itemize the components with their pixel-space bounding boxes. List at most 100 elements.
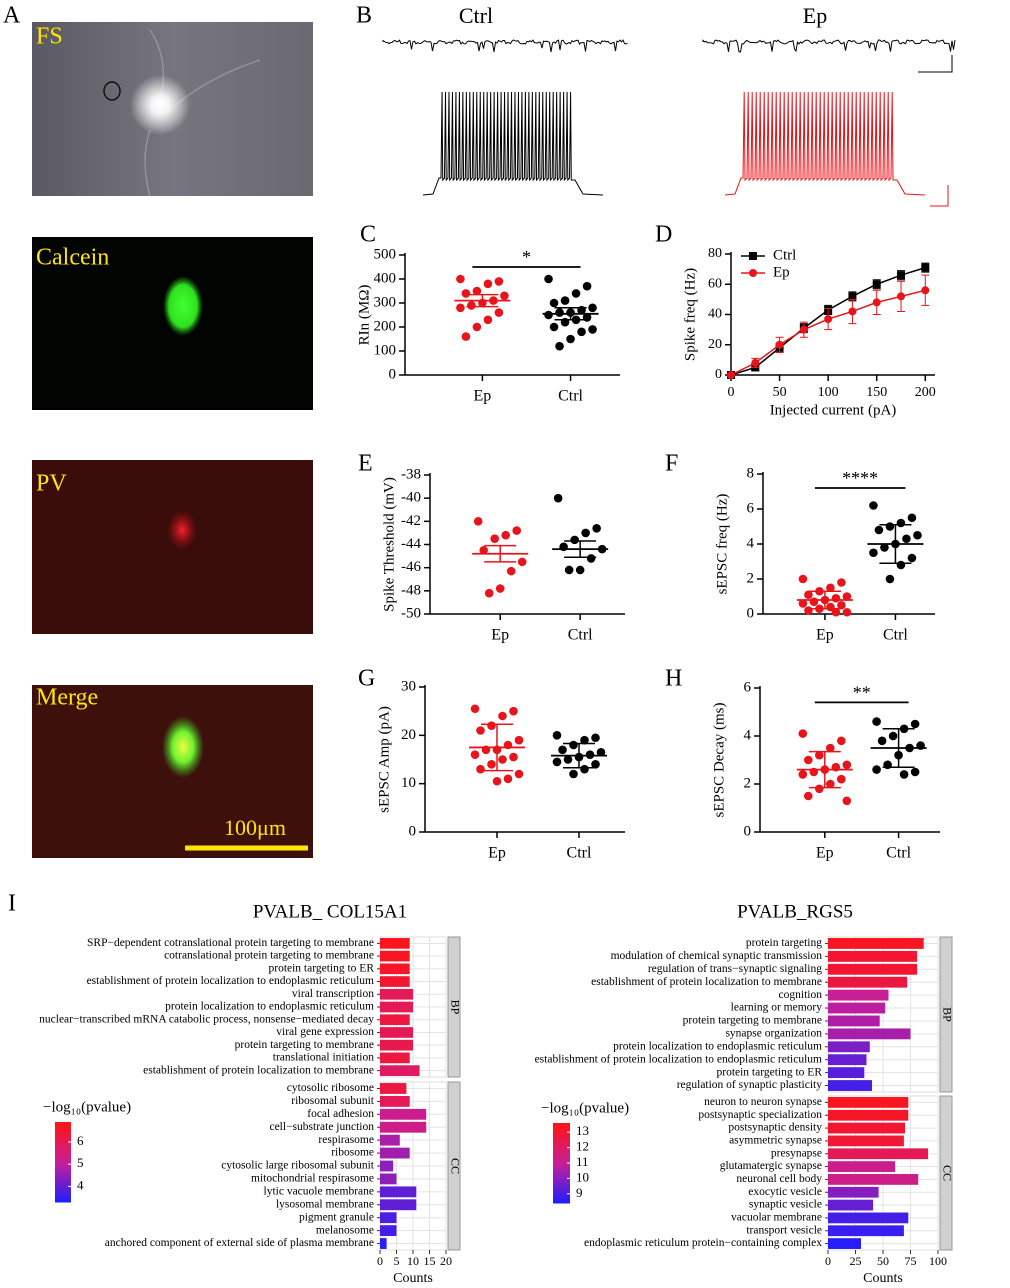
data-point <box>503 774 513 784</box>
x-tick-label: Ep <box>474 388 492 405</box>
data-point <box>492 776 502 786</box>
colorbar-cell <box>553 1153 570 1156</box>
data-point <box>842 796 852 806</box>
x-tick-label: 50 <box>773 385 787 400</box>
data-point <box>586 554 596 563</box>
bar <box>828 1148 929 1160</box>
x-tick-label: Ep <box>816 627 834 644</box>
bar <box>380 1052 410 1064</box>
facet-strip <box>939 1095 953 1251</box>
data-point <box>596 747 606 757</box>
y-tick-label: protein targeting to membrane <box>683 1015 822 1027</box>
data-point <box>569 740 578 750</box>
colorbar-cell <box>55 1172 71 1175</box>
y-tick-label: presynapse <box>771 1147 822 1159</box>
x-tick-label: Ep <box>491 627 509 644</box>
data-point <box>461 289 471 298</box>
x-axis-label: Injected current (pA) <box>770 402 897 418</box>
marker <box>872 298 881 307</box>
data-point <box>581 528 590 538</box>
x-tick-label: Ep <box>488 845 506 862</box>
y-tick-label: melanosome <box>316 1224 374 1236</box>
data-point <box>495 584 505 593</box>
x-tick-label: Ep <box>816 845 834 862</box>
data-point <box>564 565 574 575</box>
colorbar-cell <box>55 1124 71 1127</box>
x-tick-label: 50 <box>877 1254 889 1268</box>
colorbar-cell <box>55 1138 71 1141</box>
colorbar-cell <box>55 1130 71 1133</box>
y-tick-label: learning or memory <box>731 1002 823 1014</box>
x-tick-label: 10 <box>407 1254 419 1268</box>
data-point <box>467 301 476 310</box>
bar <box>828 1041 870 1053</box>
colorbar-cell <box>553 1171 570 1174</box>
significance-label: ** <box>853 683 871 703</box>
colorbar-cell <box>553 1183 570 1186</box>
bar <box>380 1199 417 1211</box>
y-tick-label: 0 <box>389 366 397 382</box>
data-point <box>500 291 509 301</box>
data-point <box>479 545 489 555</box>
data-point <box>498 711 507 721</box>
scale-bar <box>930 185 949 207</box>
marker <box>824 315 833 324</box>
panel-label: F <box>665 451 678 477</box>
colorbar-cell <box>553 1165 570 1168</box>
data-point <box>456 303 465 313</box>
colorbar-cell <box>553 1123 570 1126</box>
legend-marker <box>749 252 757 260</box>
y-tick-label: 4 <box>744 727 752 743</box>
bar <box>828 1067 865 1079</box>
chart-title: PVALB_RGS5 <box>737 901 853 922</box>
y-tick-label: nuclear−transcribed mRNA catabolic proce… <box>39 1013 374 1025</box>
colorbar-label: −log₁₀(pvalue) <box>43 1099 131 1115</box>
x-tick-label: 200 <box>915 385 936 400</box>
colorbar-cell <box>553 1159 570 1162</box>
data-point <box>826 743 835 753</box>
data-point <box>885 574 895 584</box>
data-point <box>896 560 906 570</box>
marker <box>775 340 784 349</box>
marker <box>921 263 930 272</box>
colorbar-cell <box>553 1167 570 1170</box>
colorbar-tick-label: 13 <box>576 1123 589 1138</box>
data-point <box>456 274 465 284</box>
facet-strip <box>447 936 461 1078</box>
bar <box>380 963 410 975</box>
marker <box>921 286 930 295</box>
marker <box>872 280 881 289</box>
scale-bar <box>918 55 953 73</box>
colorbar-cell <box>55 1152 71 1155</box>
colorbar-cell <box>553 1163 570 1166</box>
y-tick-label: viral transcription <box>292 988 374 1000</box>
y-tick-label: mitochondrial respirasome <box>251 1173 374 1185</box>
bar <box>380 950 410 962</box>
data-point <box>585 750 595 759</box>
data-point <box>470 704 480 714</box>
data-point <box>798 599 808 608</box>
colorbar-cell <box>55 1154 71 1157</box>
data-point <box>555 308 564 317</box>
colorbar-tick-label: 12 <box>576 1139 589 1154</box>
bar <box>380 1108 427 1120</box>
data-point <box>837 774 846 784</box>
data-point <box>592 523 601 533</box>
y-tick-label: 30 <box>401 678 416 694</box>
data-point <box>837 600 846 610</box>
bar <box>828 1238 861 1249</box>
bar <box>828 976 908 988</box>
marker <box>751 358 760 367</box>
significance-label: * <box>522 247 531 267</box>
x-tick-label: 15 <box>424 1254 436 1268</box>
y-tick-label: protein localization to endoplasmic reti… <box>613 1040 822 1052</box>
data-point <box>880 543 889 552</box>
line <box>730 289 926 376</box>
y-tick-label: -46 <box>401 559 421 575</box>
bar <box>828 1135 904 1147</box>
colorbar-cell <box>553 1201 570 1204</box>
bar <box>828 1161 896 1172</box>
y-tick-label: protein targeting to ER <box>268 962 374 974</box>
colorbar-cell <box>55 1186 71 1189</box>
data-point <box>869 548 878 558</box>
